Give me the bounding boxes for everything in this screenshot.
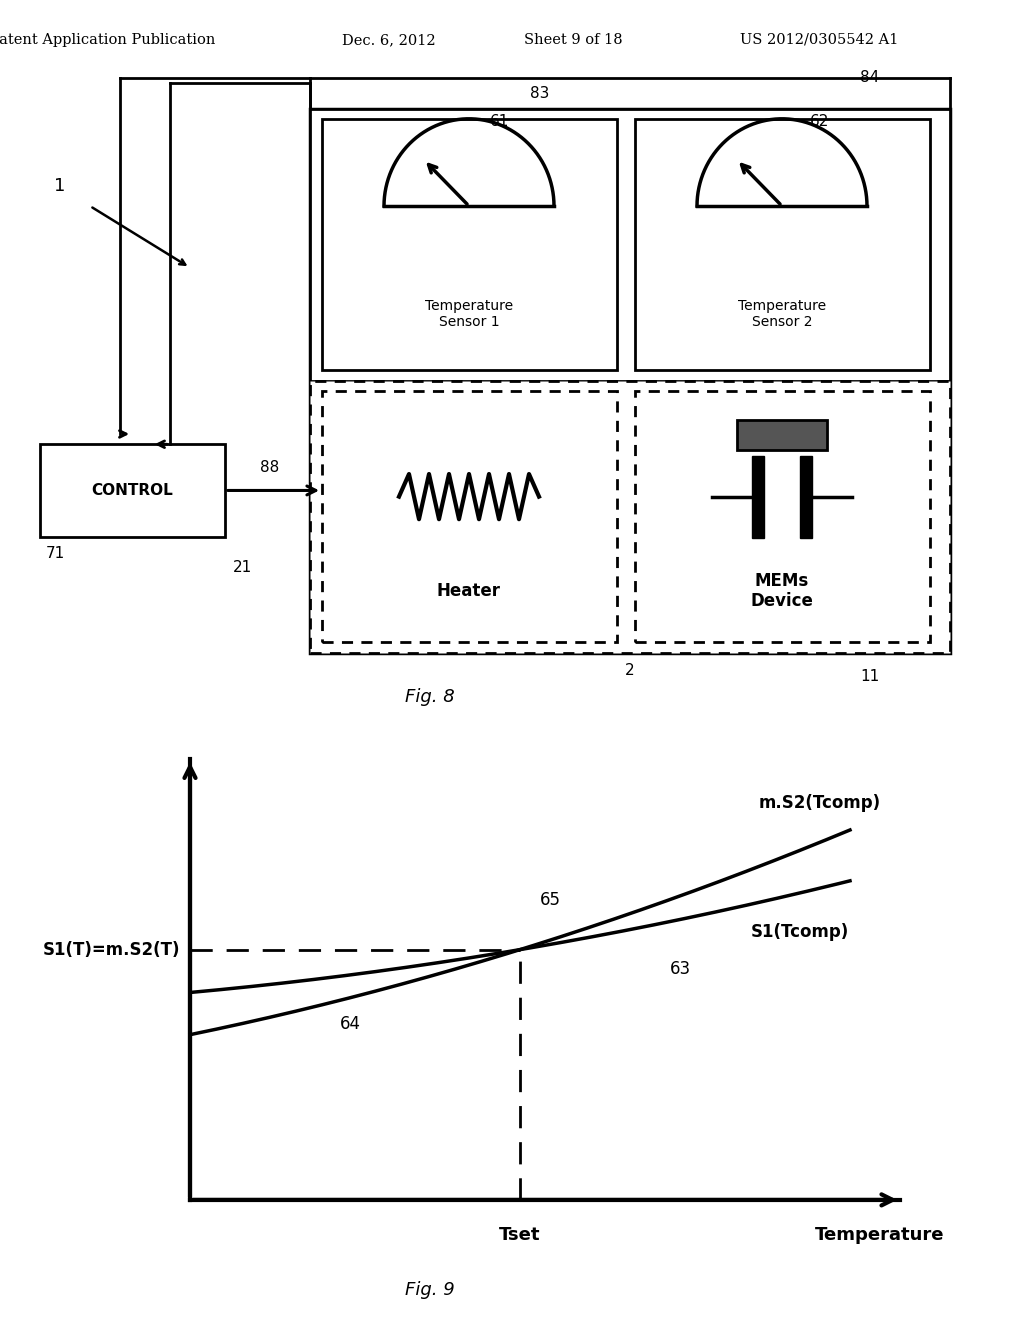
Text: 1: 1 <box>54 177 66 194</box>
Text: 2: 2 <box>626 663 635 677</box>
Bar <box>40 445 225 537</box>
Text: 71: 71 <box>45 545 65 561</box>
Text: Patent Application Publication: Patent Application Publication <box>0 33 215 48</box>
Text: Temperature
Sensor 1: Temperature Sensor 1 <box>425 298 513 329</box>
Text: 61: 61 <box>490 115 510 129</box>
Text: Heater: Heater <box>437 582 501 601</box>
Bar <box>752 455 764 537</box>
Text: 83: 83 <box>530 86 550 100</box>
Text: S1(T)=m.S2(T): S1(T)=m.S2(T) <box>43 941 180 958</box>
Bar <box>322 119 617 371</box>
Text: Fig. 9: Fig. 9 <box>406 1280 455 1299</box>
Text: m.S2(Tcomp): m.S2(Tcomp) <box>759 795 881 812</box>
Text: S1(Tcomp): S1(Tcomp) <box>751 923 849 941</box>
Bar <box>310 108 950 380</box>
Text: US 2012/0305542 A1: US 2012/0305542 A1 <box>740 33 898 48</box>
Text: Tset: Tset <box>500 1226 541 1243</box>
Bar <box>800 455 812 537</box>
Text: 64: 64 <box>340 1015 360 1034</box>
Text: Dec. 6, 2012: Dec. 6, 2012 <box>342 33 436 48</box>
Text: CONTROL: CONTROL <box>91 483 173 498</box>
Text: MEMs
Device: MEMs Device <box>751 572 813 610</box>
Text: 65: 65 <box>540 891 561 908</box>
Text: Temperature: Temperature <box>815 1226 945 1243</box>
Bar <box>310 108 950 652</box>
Bar <box>310 380 950 652</box>
Bar <box>737 420 827 450</box>
Text: Fig. 8: Fig. 8 <box>406 688 455 706</box>
Text: 84: 84 <box>860 70 880 86</box>
Text: Sheet 9 of 18: Sheet 9 of 18 <box>524 33 623 48</box>
Bar <box>635 391 930 643</box>
Bar <box>322 391 617 643</box>
Text: 11: 11 <box>860 669 880 684</box>
Bar <box>635 119 930 371</box>
Text: 21: 21 <box>232 560 252 576</box>
Text: 63: 63 <box>670 960 690 978</box>
Text: 88: 88 <box>260 461 280 475</box>
Text: Temperature
Sensor 2: Temperature Sensor 2 <box>738 298 826 329</box>
Text: 62: 62 <box>810 115 829 129</box>
